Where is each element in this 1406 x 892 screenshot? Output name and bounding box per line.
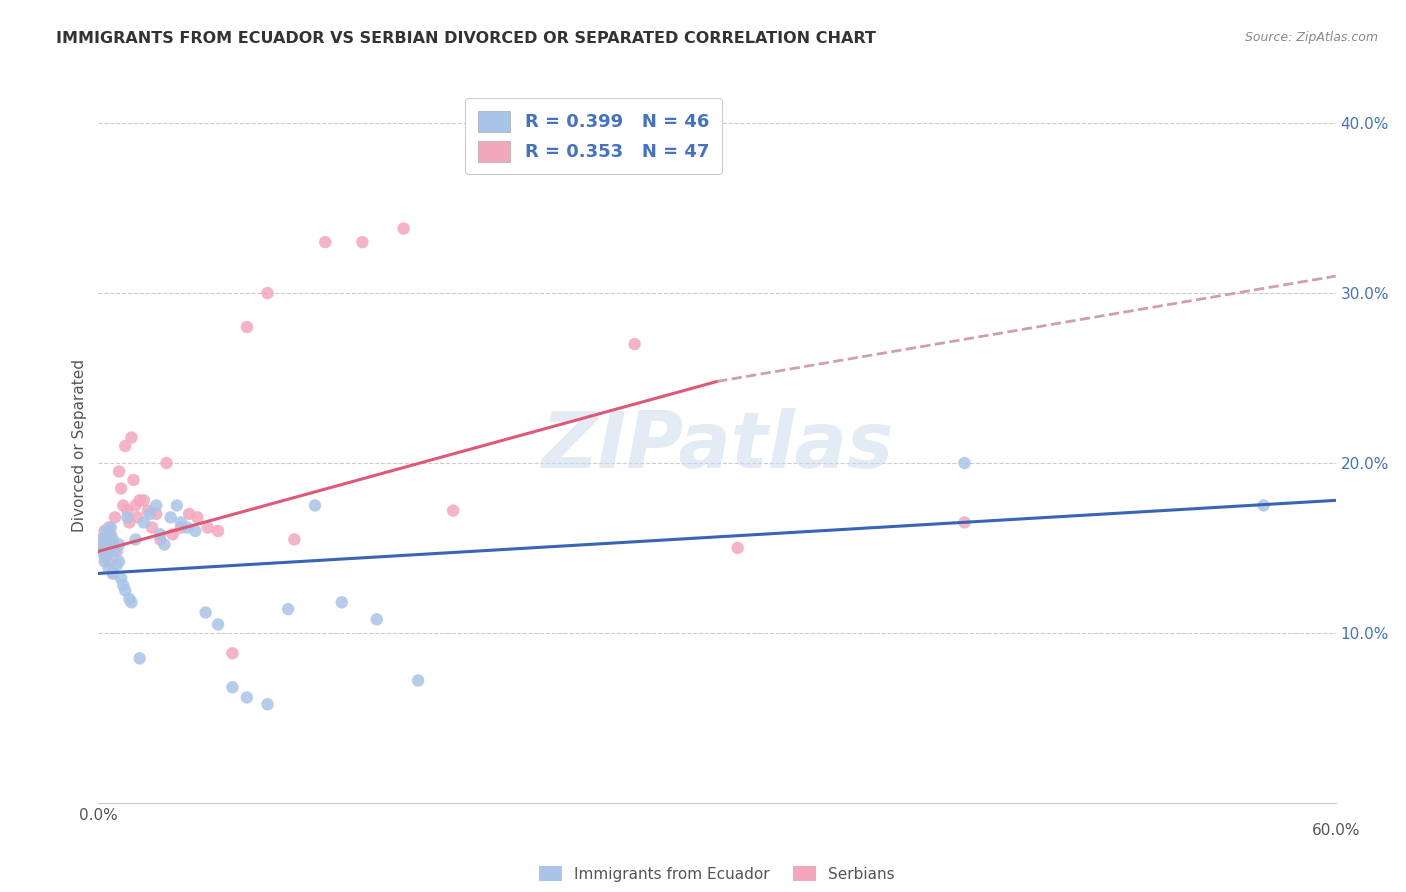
Point bbox=[366, 612, 388, 626]
Point bbox=[93, 555, 115, 569]
Point bbox=[104, 544, 127, 558]
Point bbox=[953, 456, 976, 470]
Point bbox=[105, 558, 128, 572]
Point bbox=[114, 583, 136, 598]
Point bbox=[110, 482, 132, 496]
Point bbox=[108, 465, 131, 479]
Point bbox=[112, 578, 135, 592]
Point bbox=[101, 537, 124, 551]
Point bbox=[207, 524, 229, 538]
Point bbox=[406, 673, 429, 688]
Point bbox=[352, 235, 374, 249]
Point bbox=[197, 520, 219, 534]
Text: IMMIGRANTS FROM ECUADOR VS SERBIAN DIVORCED OR SEPARATED CORRELATION CHART: IMMIGRANTS FROM ECUADOR VS SERBIAN DIVOR… bbox=[56, 31, 876, 46]
Point bbox=[727, 541, 749, 555]
Point bbox=[97, 520, 120, 534]
Point bbox=[236, 320, 259, 334]
Point bbox=[139, 507, 162, 521]
Point bbox=[97, 561, 120, 575]
Point bbox=[96, 524, 118, 538]
Point bbox=[623, 337, 645, 351]
Point bbox=[97, 555, 120, 569]
Point bbox=[153, 537, 176, 551]
Point bbox=[256, 286, 278, 301]
Point bbox=[97, 527, 120, 541]
Point bbox=[117, 510, 139, 524]
Point bbox=[221, 646, 243, 660]
Point bbox=[194, 606, 217, 620]
Y-axis label: Divorced or Separated: Divorced or Separated bbox=[72, 359, 87, 533]
Point bbox=[207, 617, 229, 632]
Point bbox=[149, 527, 172, 541]
Point bbox=[170, 520, 193, 534]
Point bbox=[128, 493, 150, 508]
Text: ZIPatlas: ZIPatlas bbox=[541, 408, 893, 484]
Point bbox=[441, 503, 464, 517]
Point bbox=[100, 541, 122, 555]
Point bbox=[100, 520, 122, 534]
Point bbox=[108, 537, 131, 551]
Point bbox=[100, 527, 122, 541]
Point bbox=[127, 510, 149, 524]
Point bbox=[256, 698, 278, 712]
Point bbox=[112, 499, 135, 513]
Point bbox=[283, 533, 305, 547]
Point bbox=[392, 221, 415, 235]
Point bbox=[132, 516, 155, 530]
Point bbox=[179, 507, 201, 521]
Point bbox=[162, 527, 184, 541]
Point bbox=[96, 549, 118, 564]
Point bbox=[96, 533, 118, 547]
Point bbox=[141, 520, 163, 534]
Point bbox=[176, 520, 198, 534]
Point bbox=[93, 549, 115, 564]
Point bbox=[120, 595, 142, 609]
Point bbox=[110, 572, 132, 586]
Point bbox=[91, 544, 114, 558]
Text: 60.0%: 60.0% bbox=[1312, 822, 1360, 838]
Point bbox=[120, 430, 142, 444]
Point bbox=[118, 516, 141, 530]
Point bbox=[314, 235, 336, 249]
Point bbox=[1253, 499, 1275, 513]
Point bbox=[91, 541, 114, 555]
Point bbox=[145, 507, 167, 521]
Point bbox=[108, 555, 131, 569]
Point bbox=[159, 510, 181, 524]
Point bbox=[104, 510, 127, 524]
Point bbox=[124, 499, 146, 513]
Legend: Immigrants from Ecuador, Serbians: Immigrants from Ecuador, Serbians bbox=[533, 860, 901, 888]
Point bbox=[170, 516, 193, 530]
Point bbox=[93, 524, 115, 538]
Point bbox=[89, 533, 111, 547]
Point bbox=[186, 510, 208, 524]
Point bbox=[184, 524, 207, 538]
Point bbox=[953, 516, 976, 530]
Point bbox=[136, 503, 159, 517]
Point bbox=[132, 493, 155, 508]
Point bbox=[101, 566, 124, 581]
Point bbox=[221, 680, 243, 694]
Point bbox=[277, 602, 299, 616]
Point bbox=[149, 533, 172, 547]
Point bbox=[330, 595, 353, 609]
Point bbox=[155, 456, 177, 470]
Text: Source: ZipAtlas.com: Source: ZipAtlas.com bbox=[1244, 31, 1378, 45]
Point bbox=[101, 533, 124, 547]
Point bbox=[105, 544, 128, 558]
Point bbox=[122, 473, 145, 487]
Point bbox=[128, 651, 150, 665]
Point bbox=[101, 566, 124, 581]
Point bbox=[96, 544, 118, 558]
Point bbox=[124, 533, 146, 547]
Point bbox=[166, 499, 188, 513]
Point bbox=[236, 690, 259, 705]
Point bbox=[89, 533, 111, 547]
Point bbox=[114, 439, 136, 453]
Point bbox=[93, 537, 115, 551]
Point bbox=[118, 591, 141, 606]
Point bbox=[304, 499, 326, 513]
Point bbox=[117, 503, 139, 517]
Point bbox=[145, 499, 167, 513]
